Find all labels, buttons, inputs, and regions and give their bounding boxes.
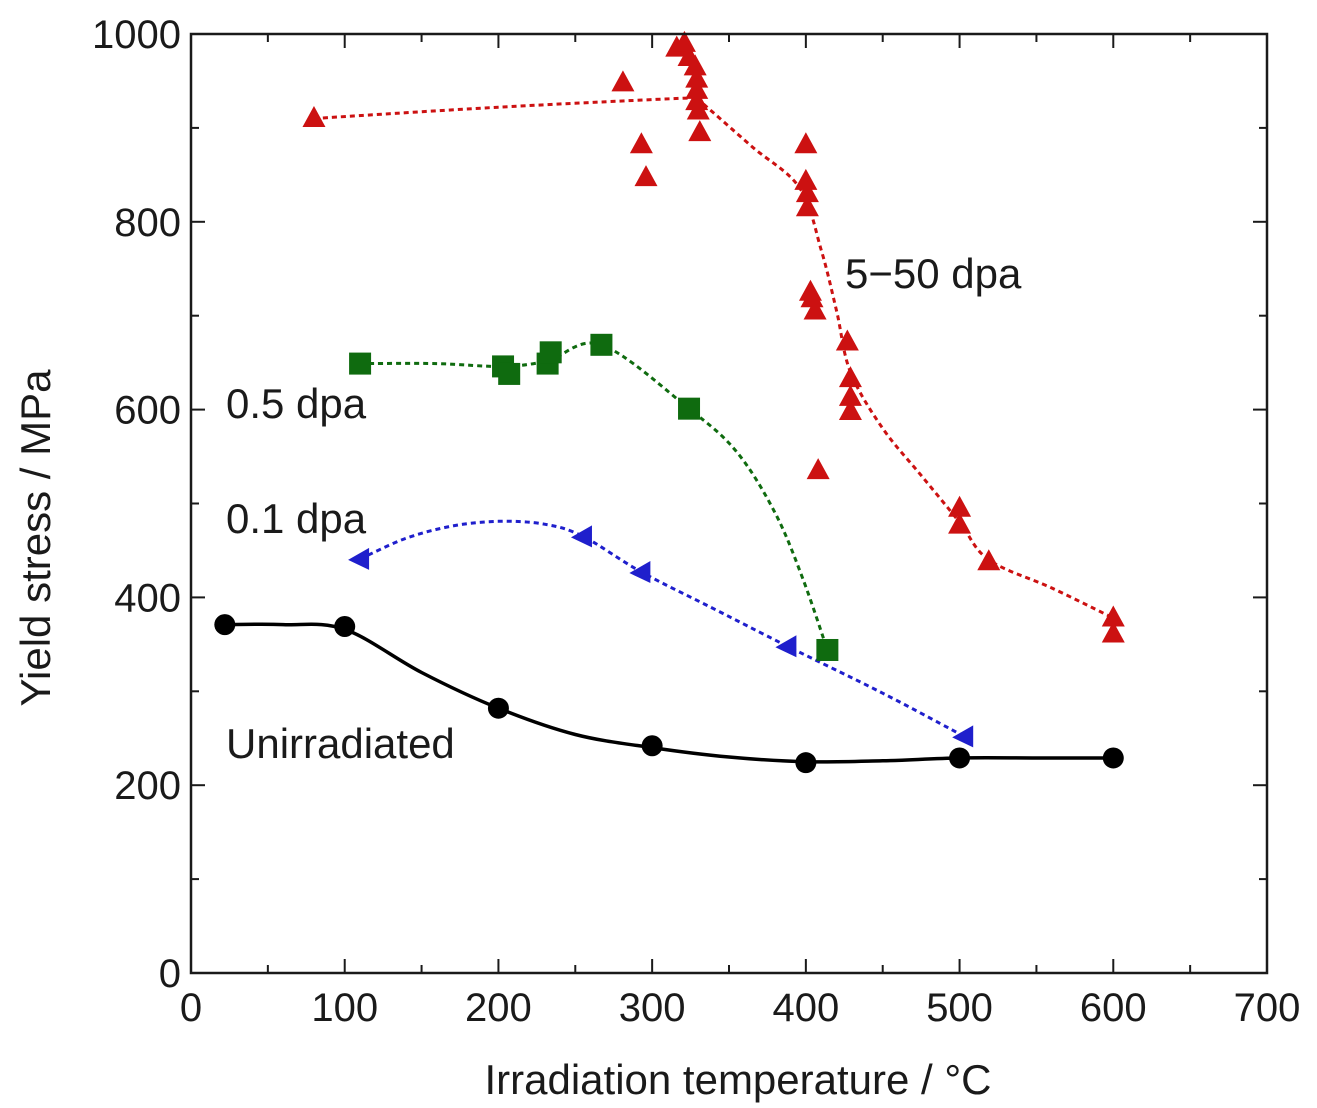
- tick-labels: 0 100 200 300 400 500 600 700 0 200 400 600 800 1000: [92, 13, 1300, 1030]
- data-point-5-50-dpa: [672, 30, 696, 52]
- data-point-5-50-dpa: [794, 168, 818, 190]
- data-point-0-1-dpa: [348, 547, 370, 570]
- fit-line-0-1-dpa: [359, 519, 965, 738]
- x-tick-label: 700: [1234, 986, 1301, 1030]
- x-tick-label: 500: [926, 986, 993, 1030]
- data-point-5-50-dpa: [688, 120, 712, 142]
- series-label-5-50-dpa: 5−50 dpa: [845, 250, 1022, 297]
- data-point-5-50-dpa: [1101, 621, 1125, 643]
- data-point-unirradiated: [1102, 747, 1124, 769]
- data-point-5-50-dpa: [835, 329, 859, 351]
- x-tick-label: 600: [1080, 986, 1147, 1030]
- y-tick-label: 800: [114, 201, 181, 245]
- data-point-5-50-dpa: [838, 398, 862, 420]
- data-points: [214, 30, 1125, 774]
- x-tick-label: 0: [180, 986, 202, 1030]
- data-point-5-50-dpa: [611, 70, 635, 92]
- data-point-5-50-dpa: [800, 286, 824, 308]
- data-point-5-50-dpa: [977, 549, 1001, 571]
- y-tick-label: 400: [114, 576, 181, 620]
- series-label-0-5-dpa: 0.5 dpa: [226, 380, 367, 427]
- data-point-unirradiated: [949, 747, 971, 769]
- series-label-unirradiated: Unirradiated: [226, 720, 455, 767]
- data-point-0-5-dpa: [678, 397, 701, 420]
- data-point-0-1-dpa: [775, 635, 797, 658]
- data-point-0-5-dpa: [590, 333, 613, 356]
- y-tick-label: 200: [114, 764, 181, 808]
- y-tick-label: 1000: [92, 13, 181, 57]
- series-label-0-1-dpa: 0.1 dpa: [226, 495, 367, 542]
- data-point-0-1-dpa: [629, 561, 651, 584]
- x-tick-label: 300: [619, 986, 686, 1030]
- data-point-5-50-dpa: [838, 366, 862, 388]
- data-point-5-50-dpa: [683, 54, 707, 76]
- data-point-0-5-dpa: [349, 352, 372, 375]
- data-point-unirradiated: [487, 697, 509, 719]
- data-point-5-50-dpa: [803, 298, 827, 320]
- data-point-unirradiated: [334, 616, 356, 638]
- axis-ticks: [190, 33, 1268, 974]
- plot-frame: [189, 32, 1269, 975]
- x-tick-label: 100: [311, 986, 378, 1030]
- data-point-5-50-dpa: [794, 132, 818, 154]
- data-point-5-50-dpa: [795, 195, 819, 217]
- data-point-5-50-dpa: [686, 98, 710, 120]
- data-point-5-50-dpa: [838, 384, 862, 406]
- y-tick-label: 600: [114, 389, 181, 433]
- data-point-5-50-dpa: [685, 89, 709, 111]
- data-point-0-5-dpa: [498, 362, 521, 385]
- data-point-0-5-dpa: [539, 341, 562, 364]
- data-point-5-50-dpa: [302, 106, 326, 128]
- data-point-5-50-dpa: [629, 132, 653, 154]
- data-point-5-50-dpa: [685, 66, 709, 88]
- data-point-5-50-dpa: [634, 165, 658, 187]
- data-point-unirradiated: [641, 735, 663, 757]
- data-point-5-50-dpa: [795, 181, 819, 203]
- x-tick-label: 200: [465, 986, 532, 1030]
- y-tick-label: 0: [159, 952, 181, 996]
- data-point-unirradiated: [214, 614, 236, 636]
- y-axis-title: Yield stress / MPa: [12, 369, 59, 707]
- data-point-5-50-dpa: [806, 458, 830, 480]
- data-point-unirradiated: [795, 752, 817, 774]
- data-point-5-50-dpa: [948, 495, 972, 517]
- x-tick-label: 400: [772, 986, 839, 1030]
- data-point-5-50-dpa: [1101, 605, 1125, 627]
- x-axis-title: Irradiation temperature / °C: [484, 1056, 991, 1103]
- data-point-0-1-dpa: [952, 725, 974, 748]
- fit-line-5-50-dpa: [313, 93, 1114, 620]
- data-point-5-50-dpa: [685, 77, 709, 99]
- data-point-0-1-dpa: [570, 525, 592, 548]
- fit-line-0-5-dpa: [360, 341, 829, 651]
- data-point-5-50-dpa: [948, 512, 972, 534]
- data-point-0-5-dpa: [816, 638, 839, 661]
